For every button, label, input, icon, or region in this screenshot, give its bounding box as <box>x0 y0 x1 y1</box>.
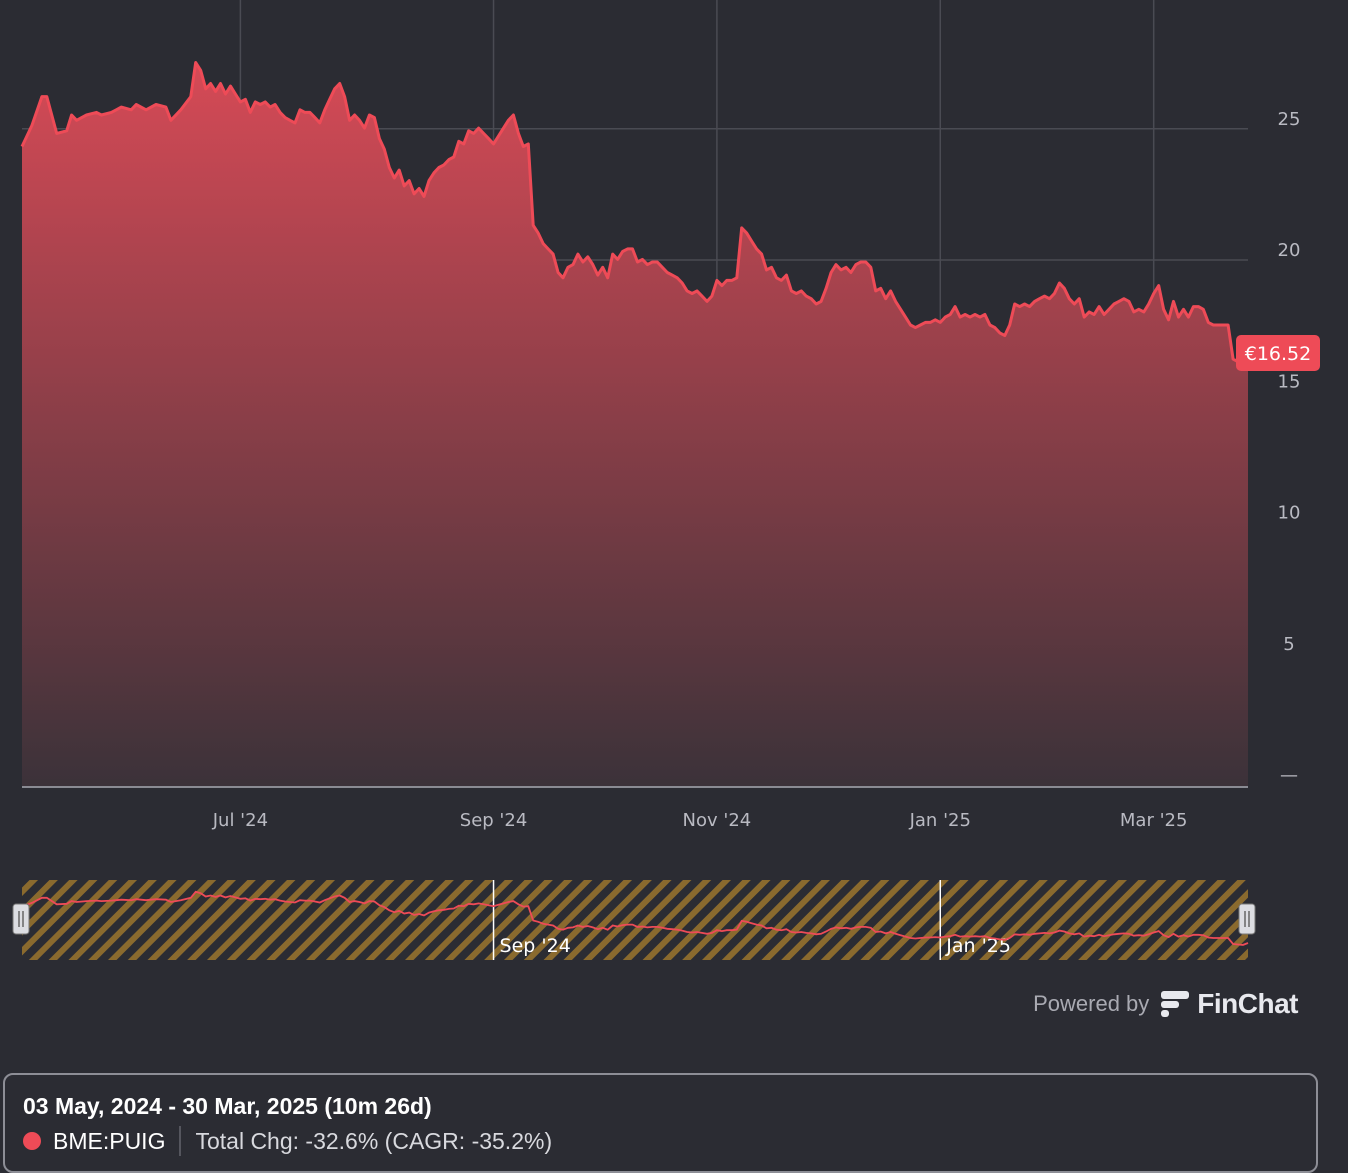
y-tick-label: 10 <box>1278 503 1301 524</box>
y-tick-label: — <box>1280 765 1298 786</box>
y-tick-label: 5 <box>1283 634 1294 655</box>
navigator-tick-label: Jan '25 <box>945 935 1011 957</box>
last-price-badge: €16.52 <box>1236 335 1320 371</box>
finchat-brand: FinChat <box>1197 988 1298 1019</box>
navigator-tick-label: Sep '24 <box>500 935 571 957</box>
y-tick-label: 20 <box>1278 240 1301 261</box>
x-tick-label: Jul '24 <box>212 810 268 831</box>
navigator-right-handle[interactable] <box>1238 903 1256 935</box>
powered-by[interactable]: Powered by FinChat <box>1033 988 1298 1020</box>
x-tick-label: Sep '24 <box>460 810 528 831</box>
navigator-background[interactable] <box>22 880 1248 960</box>
navigator-line <box>21 890 1249 946</box>
x-tick-label: Mar '25 <box>1120 810 1188 831</box>
navigator-left-handle[interactable] <box>12 903 30 935</box>
range-navigator[interactable]: Sep '24 Jan '25 <box>0 870 1348 970</box>
x-tick-label: Jan '25 <box>909 810 971 831</box>
y-tick-label: 15 <box>1278 371 1301 392</box>
price-chart: Jul '24 Sep '24 Nov '24 Jan '25 Mar '25 25 20… <box>20 0 1320 831</box>
x-tick-label: Nov '24 <box>683 810 752 831</box>
price-line <box>20 61 1250 366</box>
total-change: Total Chg: -32.6% (CAGR: -35.2%) <box>195 1127 553 1154</box>
summary-box: 03 May, 2024 - 30 Mar, 2025 (10m 26d) BM… <box>3 1073 1318 1173</box>
finchat-logo[interactable]: FinChat <box>1159 988 1298 1020</box>
divider <box>179 1126 182 1156</box>
date-range: 03 May, 2024 - 30 Mar, 2025 (10m 26d) <box>23 1093 432 1119</box>
finchat-icon <box>1161 991 1190 1017</box>
price-area <box>22 62 1248 787</box>
series-dot-icon <box>23 1132 41 1150</box>
ticker-label: BME:PUIG <box>53 1127 166 1154</box>
powered-by-text: Powered by <box>1033 991 1150 1016</box>
last-price-label: €16.52 <box>1245 343 1311 365</box>
y-tick-label: 25 <box>1278 109 1301 130</box>
